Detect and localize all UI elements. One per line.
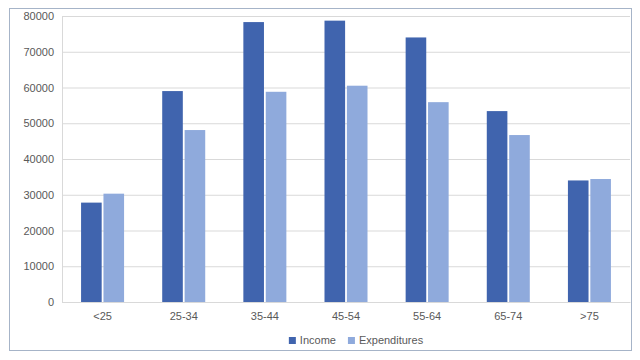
y-tick-label: 0 xyxy=(48,296,54,308)
grid-line xyxy=(62,302,630,303)
bar xyxy=(347,86,368,302)
bar xyxy=(406,37,427,302)
grid-line xyxy=(62,123,630,124)
y-tick-label: 50000 xyxy=(23,117,54,129)
x-tick-label: 45-54 xyxy=(332,310,360,322)
y-tick-label: 40000 xyxy=(23,153,54,165)
bar xyxy=(162,91,183,302)
grid-line xyxy=(62,195,630,196)
y-tick: 0 xyxy=(48,296,62,308)
legend-label: Income xyxy=(300,334,336,346)
grid-line xyxy=(62,159,630,160)
y-tick: 70000 xyxy=(23,46,62,58)
series xyxy=(103,86,610,302)
x-tick-label: 35-44 xyxy=(251,310,279,322)
y-tick: 30000 xyxy=(23,189,62,201)
x-tick: 35-44 xyxy=(251,302,279,322)
y-tick: 10000 xyxy=(23,260,62,272)
y-axis-line xyxy=(62,17,63,303)
y-tick: 80000 xyxy=(23,10,62,22)
bar xyxy=(487,111,508,302)
legend-label: Expenditures xyxy=(359,334,424,346)
grid-line xyxy=(62,52,630,53)
x-tick: <25 xyxy=(93,302,112,322)
bar xyxy=(243,22,264,302)
grid-line xyxy=(62,231,630,232)
frame xyxy=(10,9,632,351)
y-axis: 0 10000 20000 30000 40000 50000 60000 70000 8000… xyxy=(23,10,62,308)
x-tick-label: 65-74 xyxy=(494,310,522,322)
x-axis: <25 25-34 35-44 45-54 55-64 65-74 >75 xyxy=(63,302,631,322)
y-tick: 50000 xyxy=(23,117,62,129)
series xyxy=(81,21,588,302)
y-tick-label: 60000 xyxy=(23,82,54,94)
bar xyxy=(185,130,206,302)
x-tick: 65-74 xyxy=(494,302,522,322)
chart: 0 10000 20000 30000 40000 50000 60000 70000 8000… xyxy=(0,0,640,360)
bar xyxy=(509,135,530,302)
y-tick-label: 80000 xyxy=(23,10,54,22)
bars xyxy=(81,21,611,302)
grid-line xyxy=(62,266,630,267)
x-axis-line xyxy=(63,302,631,303)
x-tick: >75 xyxy=(580,302,599,322)
grid-line xyxy=(62,16,630,17)
x-tick-label: 55-64 xyxy=(413,310,441,322)
legend-swatch xyxy=(289,337,296,344)
x-tick-label: >75 xyxy=(580,310,599,322)
x-tick: 25-34 xyxy=(170,302,198,322)
bar xyxy=(590,179,611,302)
grid xyxy=(62,17,630,303)
x-tick: 45-54 xyxy=(332,302,360,322)
x-tick: 55-64 xyxy=(413,302,441,322)
legend-swatch xyxy=(348,337,355,344)
y-tick-label: 30000 xyxy=(23,189,54,201)
y-tick: 60000 xyxy=(23,82,62,94)
x-tick-label: 25-34 xyxy=(170,310,198,322)
legend-item: Income xyxy=(289,334,336,346)
bar xyxy=(324,21,345,302)
legend-item: Expenditures xyxy=(348,334,424,346)
bar xyxy=(266,92,287,302)
grid-line xyxy=(62,88,630,89)
bar xyxy=(568,180,589,302)
y-tick: 20000 xyxy=(23,225,62,237)
y-tick-label: 20000 xyxy=(23,225,54,237)
y-tick-label: 70000 xyxy=(23,46,54,58)
bar xyxy=(428,102,449,302)
y-tick-label: 10000 xyxy=(23,260,54,272)
x-tick-label: <25 xyxy=(93,310,112,322)
legend: Income Expenditures xyxy=(289,334,424,346)
bar xyxy=(103,194,124,302)
y-tick: 40000 xyxy=(23,153,62,165)
bar xyxy=(81,203,102,302)
